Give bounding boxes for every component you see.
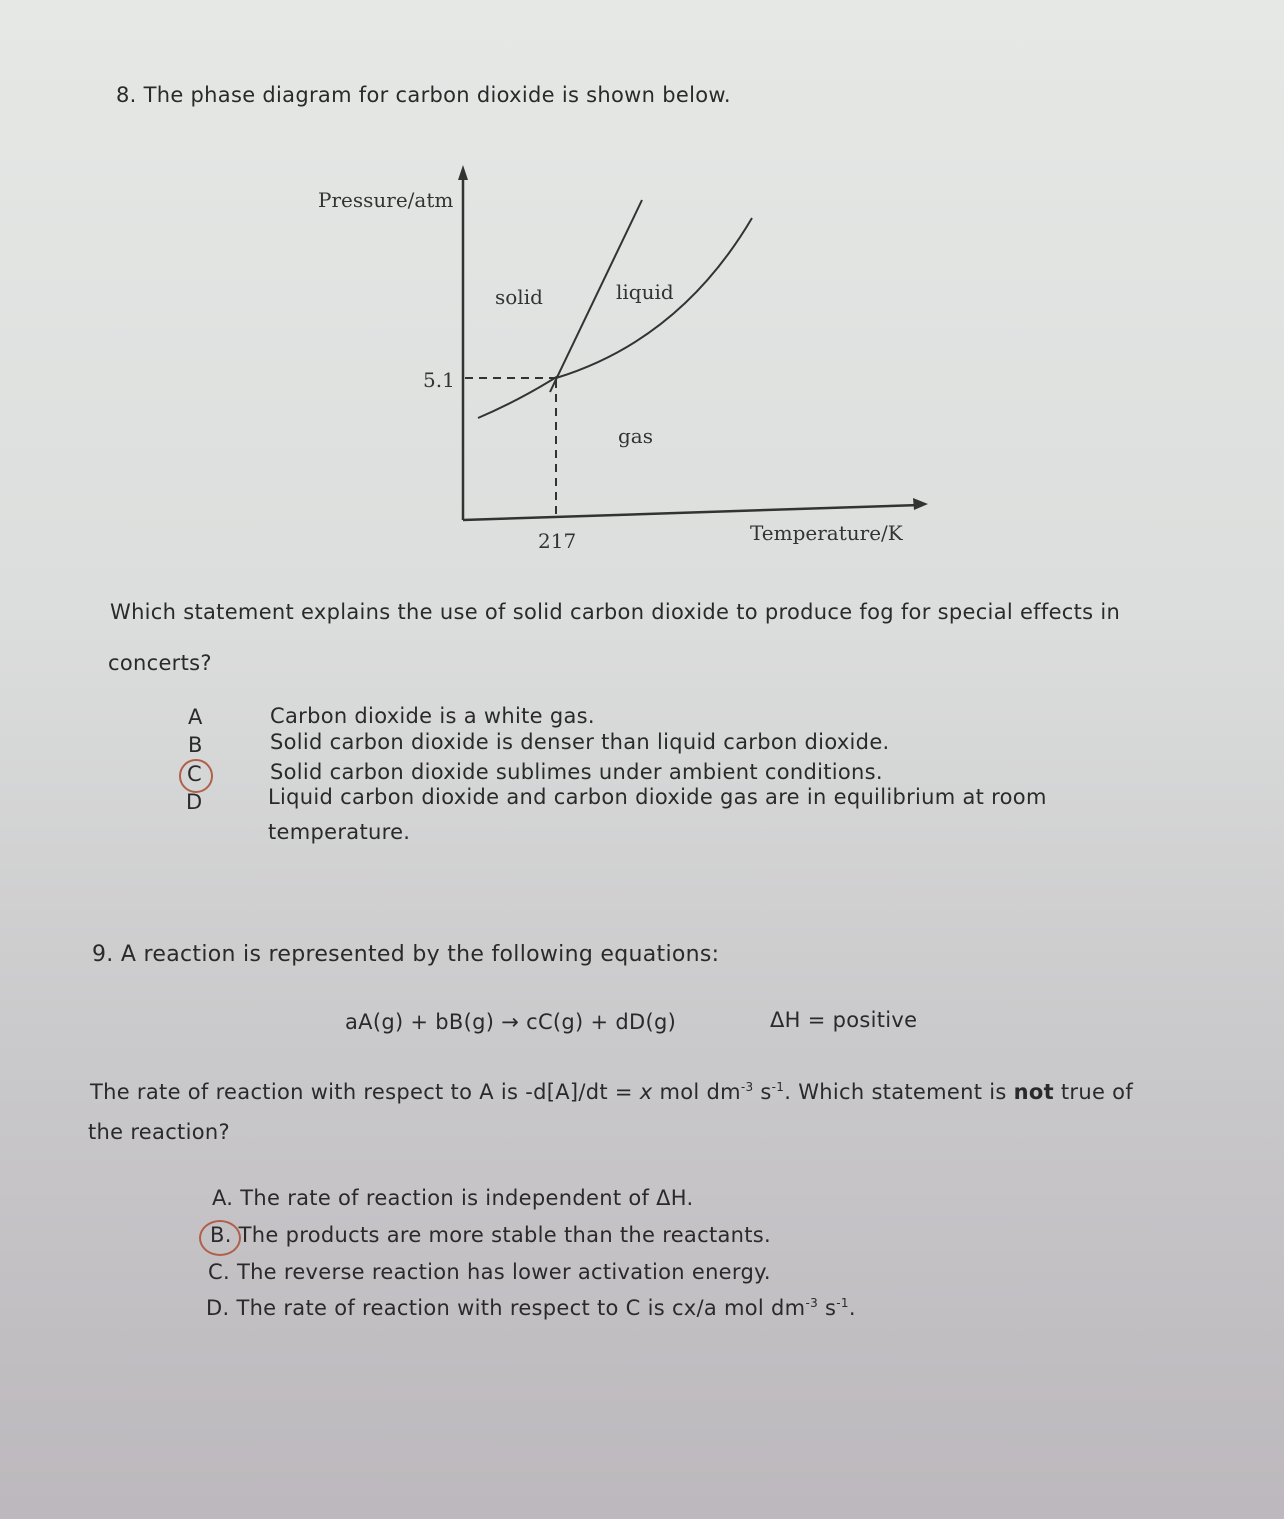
equation: aA(g) + bB(g) → cC(g) + dD(g) xyxy=(345,1010,677,1034)
option-letter: A. xyxy=(212,1186,234,1210)
axis-mark: 217 xyxy=(538,529,576,553)
option-letter: B xyxy=(188,733,203,757)
superscript: -1 xyxy=(836,1296,849,1310)
region-label: liquid xyxy=(616,280,674,304)
q-stem: The phase diagram for carbon dioxide is … xyxy=(143,83,731,107)
superscript: -3 xyxy=(805,1296,819,1310)
option-text: The rate of reaction is independent of Δ… xyxy=(240,1186,694,1210)
option-text: . xyxy=(848,1296,856,1320)
option-text: Liquid carbon dioxide and carbon dioxide… xyxy=(268,785,1047,809)
liquid-gas-curve xyxy=(555,217,753,379)
text: mol dm xyxy=(652,1080,741,1104)
x-axis xyxy=(462,503,921,522)
emphasis: not xyxy=(1013,1080,1054,1104)
enthalpy: ΔH = positive xyxy=(770,1008,918,1032)
region-label: gas xyxy=(618,424,653,448)
option-text: Carbon dioxide is a white gas. xyxy=(270,704,595,728)
text: true of xyxy=(1053,1080,1134,1104)
question: concerts? xyxy=(108,651,212,675)
question: The rate of reaction with respect to A i… xyxy=(90,1080,1133,1104)
option-text: s xyxy=(818,1296,837,1320)
q-number: 9. xyxy=(92,942,114,967)
text: . Which statement is xyxy=(784,1080,1014,1104)
arrow xyxy=(458,165,468,180)
option: A. The rate of reaction is independent o… xyxy=(212,1186,694,1210)
axis-mark: 5.1 xyxy=(423,368,455,392)
question: the reaction? xyxy=(88,1120,230,1144)
region-label: solid xyxy=(495,285,543,309)
option-text: The rate of reaction with respect to C i… xyxy=(236,1296,806,1320)
phase-diagram: Pressure/atm Temperature/K solid liquid … xyxy=(318,165,928,553)
option: D. The rate of reaction with respect to … xyxy=(206,1296,856,1320)
option-text: The reverse reaction has lower activatio… xyxy=(236,1260,771,1284)
option-letter: C xyxy=(187,762,202,786)
option-text: The products are more stable than the re… xyxy=(238,1223,772,1247)
text: x xyxy=(639,1080,653,1104)
q-stem: A reaction is represented by the followi… xyxy=(120,942,720,967)
answer-circle xyxy=(179,759,213,793)
option-text: Solid carbon dioxide is denser than liqu… xyxy=(270,730,890,754)
option-letter: B. xyxy=(210,1223,232,1247)
option-letter: D xyxy=(186,790,203,814)
text: The rate of reaction with respect to A i… xyxy=(90,1080,640,1104)
option-letter: C. xyxy=(208,1260,230,1284)
q9-line: 9. A reaction is represented by the foll… xyxy=(92,942,719,967)
q-number: 8. xyxy=(116,83,137,107)
x-label: Temperature/K xyxy=(750,521,904,545)
option-text: temperature. xyxy=(268,820,411,844)
solid-liquid-line xyxy=(549,199,643,393)
solid-gas-curve xyxy=(477,375,559,419)
q8-line: 8. The phase diagram for carbon dioxide … xyxy=(116,83,731,107)
superscript: -3 xyxy=(740,1080,754,1094)
option-text: Solid carbon dioxide sublimes under ambi… xyxy=(270,760,883,784)
answer-circle xyxy=(199,1220,241,1256)
option: C. The reverse reaction has lower activa… xyxy=(208,1260,771,1284)
question: Which statement explains the use of soli… xyxy=(110,600,1121,624)
arrow xyxy=(913,498,928,510)
option: B. The products are more stable than the… xyxy=(210,1223,771,1247)
option-letter: D. xyxy=(206,1296,230,1320)
y-label: Pressure/atm xyxy=(318,188,453,212)
superscript: -1 xyxy=(771,1080,785,1094)
text: s xyxy=(753,1080,772,1104)
option-letter: A xyxy=(188,705,203,729)
